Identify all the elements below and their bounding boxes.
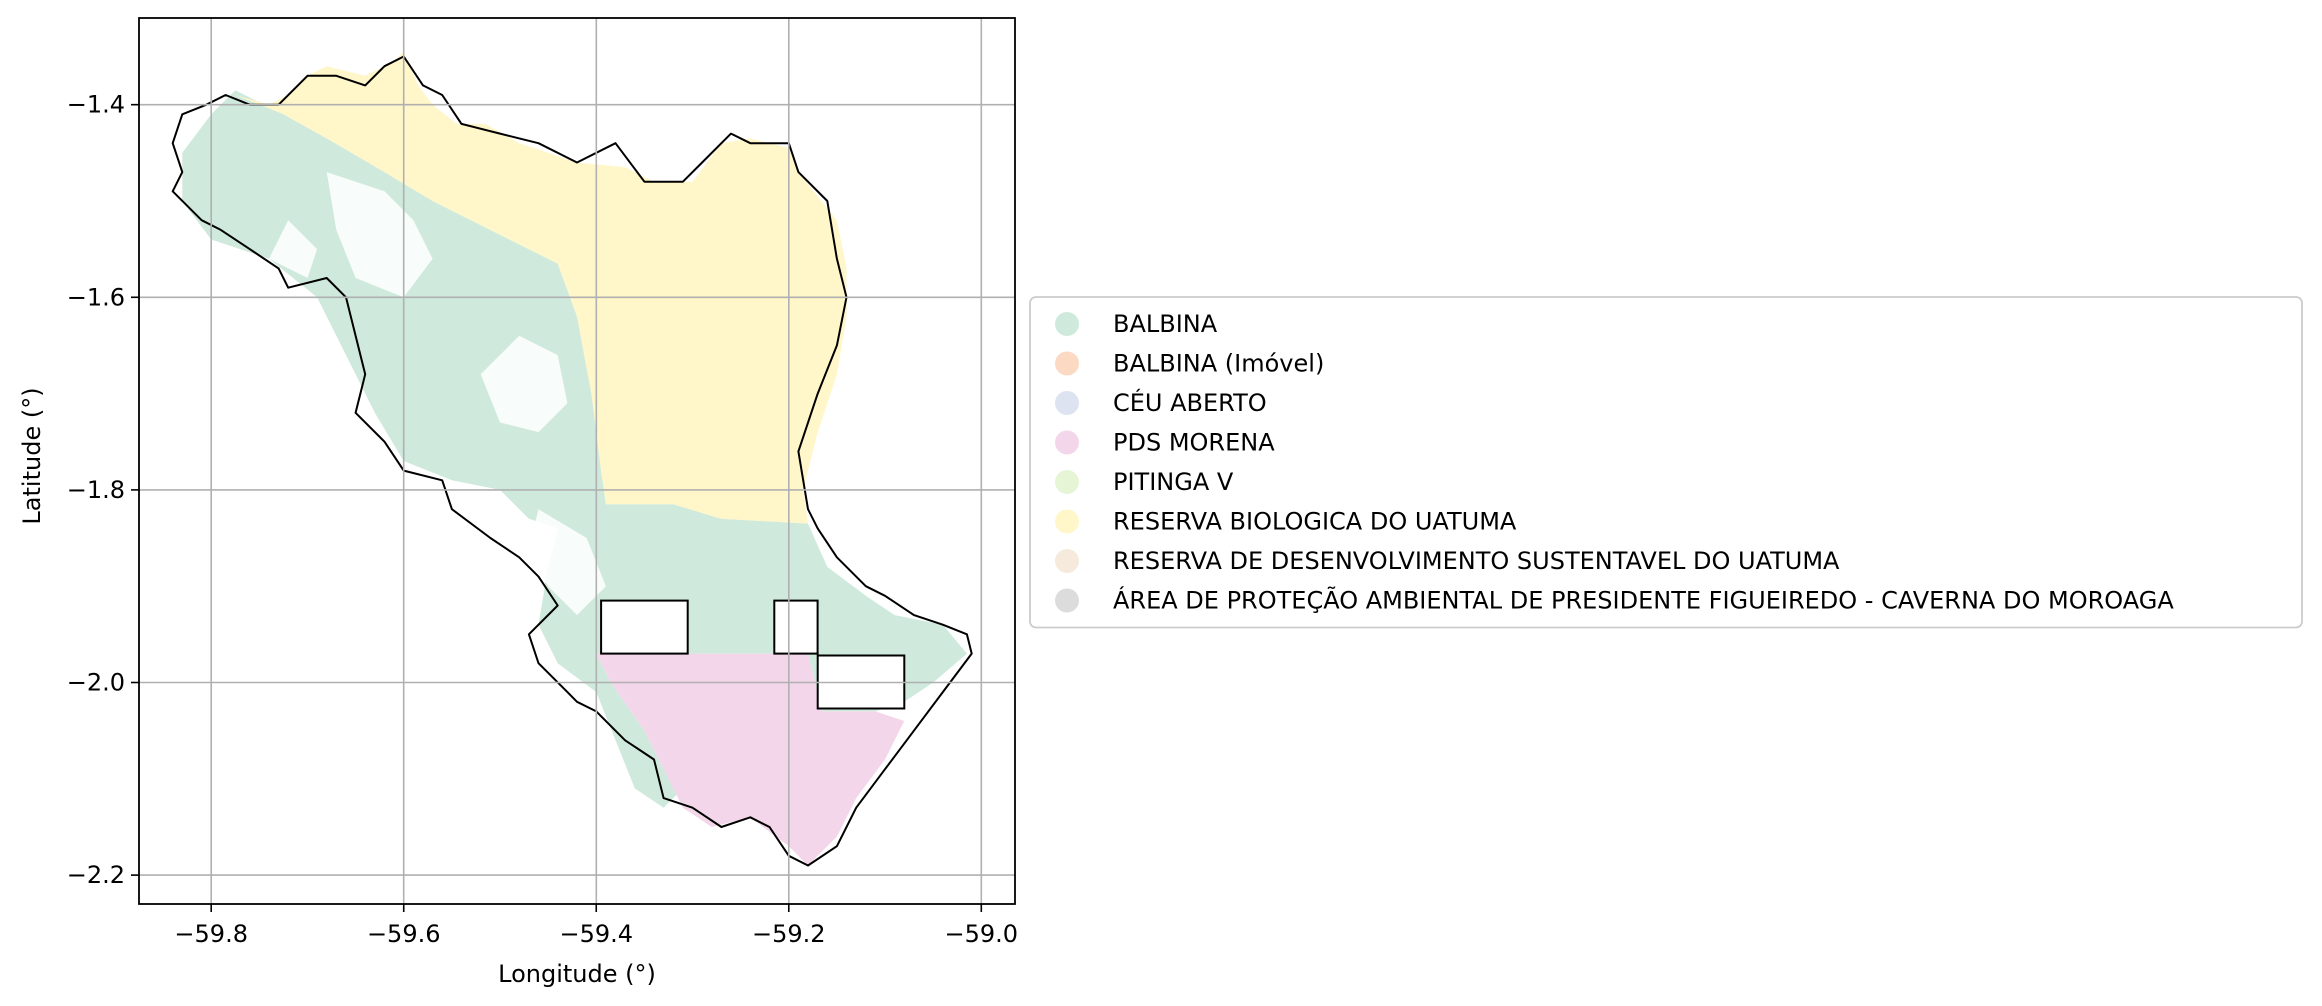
legend-box — [1029, 296, 2303, 629]
map-white-patches — [269, 172, 606, 616]
legend-marker — [1055, 391, 1079, 415]
municipality-boundary — [171, 55, 973, 867]
y-axis-label: Latitude (°) — [18, 387, 46, 524]
axes-border — [138, 17, 1016, 905]
legend-marker — [1055, 430, 1079, 455]
x-tick-label: −59.6 — [367, 920, 441, 948]
legend-label: BALBINA — [1113, 310, 1218, 338]
axes-frame — [138, 17, 1016, 905]
legend-label: BALBINA (Imóvel) — [1113, 350, 1324, 378]
map-boundary-group — [171, 55, 973, 867]
y-tick-label: −1.4 — [67, 91, 125, 119]
y-tick-label: −1.6 — [67, 283, 125, 311]
y-tick-label: −2.2 — [67, 861, 125, 889]
x-axis-label: Longitude (°) — [498, 960, 656, 988]
map-plot-area — [139, 18, 1015, 904]
west-forest-gap — [269, 220, 318, 278]
central-forest-gap — [480, 335, 568, 433]
y-axis-ticks: −1.4 −1.6 −1.8 −2.0 −2.2 — [67, 91, 139, 889]
x-tick-label: −59.8 — [174, 920, 248, 948]
legend-label: RESERVA DE DESENVOLVIMENTO SUSTENTAVEL D… — [1113, 547, 1840, 575]
legend-label: ÁREA DE PROTEÇÃO AMBIENTAL DE PRESIDENTE… — [1113, 585, 2174, 615]
legend-marker — [1055, 312, 1079, 336]
x-tick-label: −59.2 — [752, 920, 826, 948]
legend-label: RESERVA BIOLOGICA DO UATUMA — [1113, 508, 1517, 536]
legend-marker — [1055, 549, 1079, 573]
y-tick-label: −1.8 — [67, 476, 125, 504]
legend-marker — [1055, 588, 1079, 613]
property-outline-1 — [600, 599, 689, 655]
layer-pds-morena — [596, 653, 905, 866]
x-tick-label: −59.0 — [945, 920, 1019, 948]
x-tick-label: −59.4 — [559, 920, 633, 948]
legend: BALBINA BALBINA (Imóvel) CÉU ABERTO PDS MOR… — [1029, 296, 2303, 629]
legend-label: CÉU ABERTO — [1113, 388, 1267, 417]
property-outline-2 — [773, 599, 819, 655]
x-axis-ticks: −59.8 −59.6 −59.4 −59.2 −59.0 — [174, 904, 1018, 948]
legend-label: PITINGA V — [1113, 468, 1234, 496]
y-tick-label: −2.0 — [67, 669, 125, 697]
map-gridlines — [139, 18, 1015, 904]
layer-reserva-biologica-do-uatuma — [235, 51, 847, 524]
legend-label: PDS MORENA — [1113, 429, 1275, 457]
legend-marker — [1055, 351, 1079, 376]
legend-marker — [1055, 509, 1079, 534]
southern-channel-gap — [528, 509, 606, 616]
north-forest-gap — [326, 172, 433, 298]
legend-marker — [1055, 470, 1079, 494]
